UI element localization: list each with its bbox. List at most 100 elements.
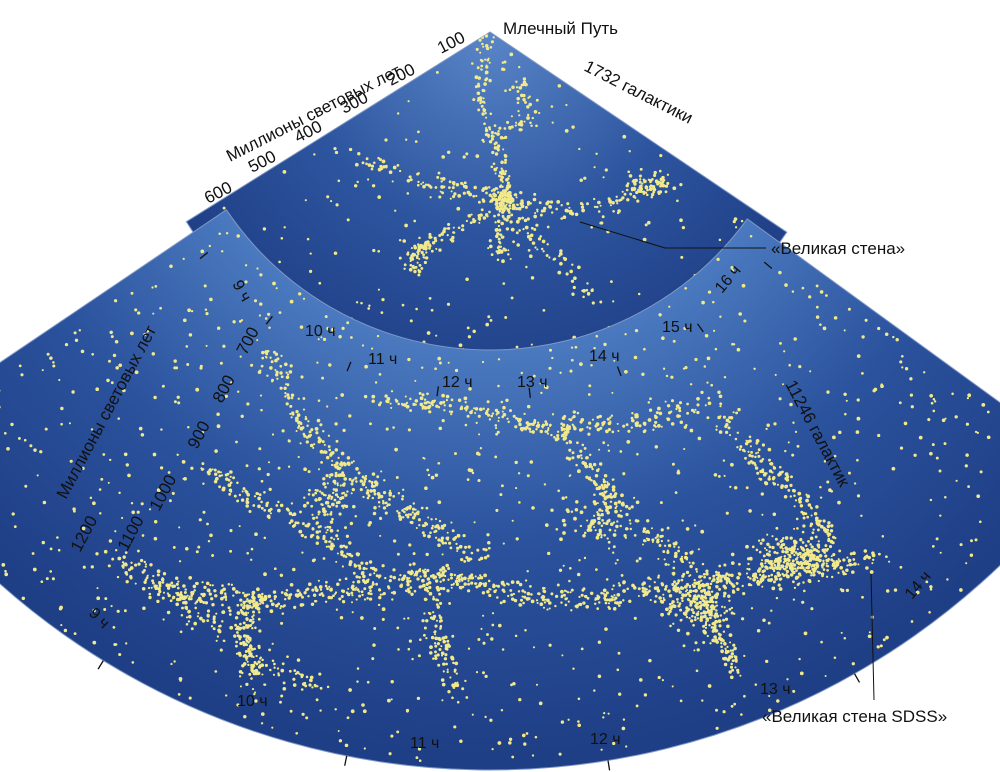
galaxy-point [229,625,234,630]
galaxy-point [437,461,441,465]
galaxy-point [335,439,339,443]
galaxy-point [358,590,361,593]
galaxy-point [246,493,250,497]
galaxy-point [497,741,502,745]
galaxy-point [466,558,471,562]
galaxy-point [832,553,836,557]
galaxy-point [893,588,898,592]
galaxy-point [649,599,652,602]
galaxy-point [438,195,442,199]
galaxy-point [557,84,562,88]
galaxy-point [229,529,233,533]
galaxy-point [728,608,732,611]
galaxy-point [633,586,637,590]
galaxy-point [482,614,485,617]
galaxy-point [433,236,437,240]
galaxy-point [125,642,128,645]
galaxy-point [338,597,342,601]
galaxy-point [261,356,265,360]
galaxy-point [623,533,627,538]
galaxy-point [501,648,505,651]
galaxy-point [475,421,478,425]
galaxy-point [826,568,829,572]
galaxy-point [667,563,670,566]
galaxy-point [483,82,487,86]
galaxy-point [786,550,789,554]
galaxy-point [872,389,876,393]
galaxy-point [423,401,427,405]
galaxy-point [508,125,512,130]
galaxy-point [445,563,450,568]
galaxy-point [606,480,609,484]
galaxy-point [708,576,712,580]
galaxy-point [675,407,678,411]
galaxy-point [714,619,719,624]
galaxy-point [717,619,722,623]
galaxy-point [696,403,700,407]
galaxy-point [779,577,783,581]
galaxy-point [168,499,172,503]
galaxy-point [688,584,692,588]
galaxy-point [365,491,370,495]
galaxy-point [490,253,494,257]
galaxy-point [195,581,199,586]
galaxy-point [677,604,681,608]
galaxy-point [528,427,532,431]
galaxy-point [238,635,242,639]
galaxy-point [366,597,369,600]
galaxy-point [211,603,215,607]
galaxy-point [238,493,242,497]
galaxy-point [125,573,129,576]
galaxy-point [478,221,481,224]
galaxy-point [612,584,615,587]
galaxy-point [583,556,587,560]
galaxy-point [542,589,546,593]
galaxy-point [367,163,372,167]
galaxy-point [652,187,657,192]
galaxy-point [695,602,699,606]
galaxy-point [434,656,438,660]
galaxy-point [303,434,307,438]
galaxy-point [499,601,503,605]
galaxy-point [457,398,462,403]
galaxy-point [754,683,758,686]
galaxy-point [646,519,650,523]
galaxy-point [689,603,693,607]
galaxy-point [505,207,508,210]
galaxy-point [539,235,543,238]
galaxy-point [457,578,461,582]
galaxy-point [525,265,528,269]
galaxy-point [610,414,614,417]
galaxy-point [617,604,621,607]
galaxy-point [274,358,278,363]
galaxy-point [98,488,102,491]
galaxy-point [719,576,723,579]
top-hour-label: 15 ч [662,319,693,336]
galaxy-point [456,700,460,704]
galaxy-point [324,494,327,497]
galaxy-point [725,418,730,423]
galaxy-point [718,624,722,628]
galaxy-point [783,567,787,571]
galaxy-point [807,578,812,583]
bottom-hour-label: 10 ч [237,693,268,710]
galaxy-point [498,241,502,245]
galaxy-point [356,680,359,683]
galaxy-point [543,587,546,590]
galaxy-point [277,500,280,504]
galaxy-point [904,367,909,371]
galaxy-point [642,593,646,597]
galaxy-point [298,292,302,296]
galaxy-point [407,100,410,103]
galaxy-point [216,412,220,417]
galaxy-point [639,178,642,181]
galaxy-point [531,116,534,120]
galaxy-point [495,508,499,512]
galaxy-point [187,308,191,313]
galaxy-point [1,563,6,567]
galaxy-point [302,397,306,400]
galaxy-point [538,201,542,205]
galaxy-point [684,551,688,556]
galaxy-point [511,85,515,90]
galaxy-point [637,594,640,598]
